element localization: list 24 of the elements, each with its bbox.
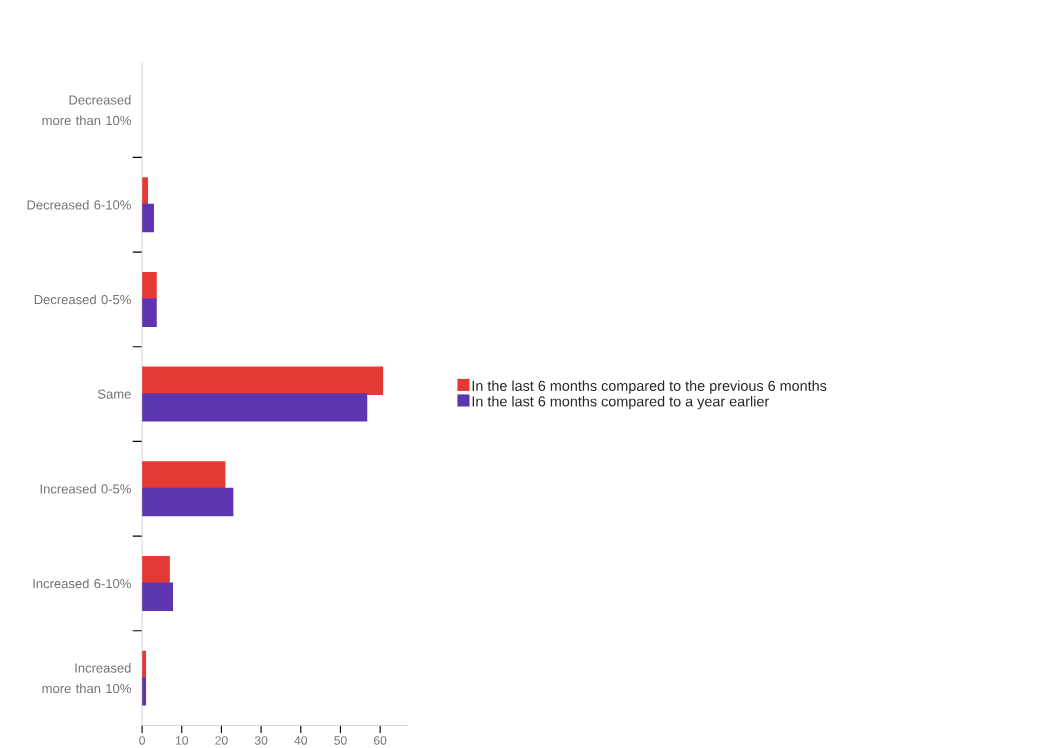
bar [142,556,170,585]
legend-label: In the last 6 months compared to a year earlier [472,396,769,410]
bar [142,487,234,517]
y-tick-label: Decreased more than 10% [42,95,131,126]
bar [142,393,368,422]
x-tick-label: 60 [374,736,387,745]
bar [142,366,384,396]
bar [142,461,226,490]
bar [142,582,174,611]
x-tick-label: 20 [215,736,228,745]
y-tick-label: Increased more than 10% [42,663,131,694]
x-tick-label: 40 [294,736,308,745]
y-tick-label: Increased 6-10% [33,578,131,589]
legend-label: In the last 6 months compared to the previous 6 months [472,380,827,394]
y-tick-label: Increased 0-5% [40,484,131,494]
x-tick-label: 30 [254,736,268,745]
x-tick-label: 50 [334,736,347,745]
x-tick-label: 0 [139,736,145,745]
bar [142,203,154,233]
y-tick-label: Same [97,389,131,399]
y-tick-label: Decreased 0-5% [34,294,131,305]
x-tick-label: 10 [175,736,189,745]
y-tick-label: Decreased 6-10% [27,200,131,210]
bar [142,298,157,327]
